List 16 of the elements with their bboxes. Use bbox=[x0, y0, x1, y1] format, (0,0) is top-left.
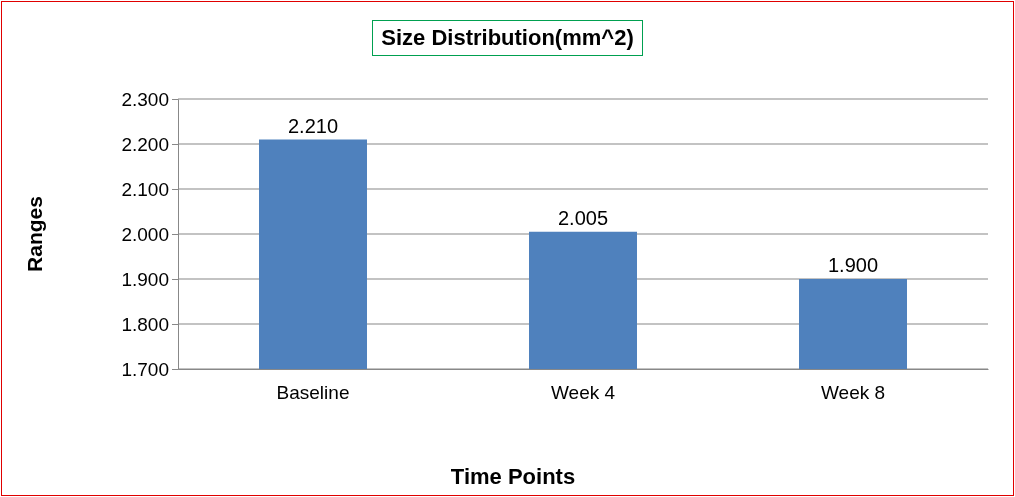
data-label: 2.210 bbox=[287, 114, 339, 137]
x-axis-title: Time Points bbox=[450, 464, 576, 489]
y-tick-label: 2.200 bbox=[121, 133, 169, 155]
x-tick-label: Week 4 bbox=[550, 381, 616, 403]
y-axis-title: Ranges bbox=[23, 196, 46, 272]
chart-title: Size Distribution(mm^2) bbox=[372, 20, 643, 56]
y-tick-label: 1.800 bbox=[121, 313, 169, 335]
x-tick-label: Baseline bbox=[276, 381, 350, 403]
data-label: 2.005 bbox=[557, 206, 609, 229]
y-tick-label: 2.100 bbox=[121, 178, 169, 200]
data-label: 1.900 bbox=[827, 254, 879, 276]
y-tick-label: 2.300 bbox=[121, 88, 169, 110]
y-tick-label: 1.900 bbox=[121, 268, 169, 290]
y-tick-label: 1.700 bbox=[121, 358, 169, 380]
y-tick-label: 2.000 bbox=[121, 223, 169, 245]
x-tick-label: Week 8 bbox=[820, 381, 886, 403]
